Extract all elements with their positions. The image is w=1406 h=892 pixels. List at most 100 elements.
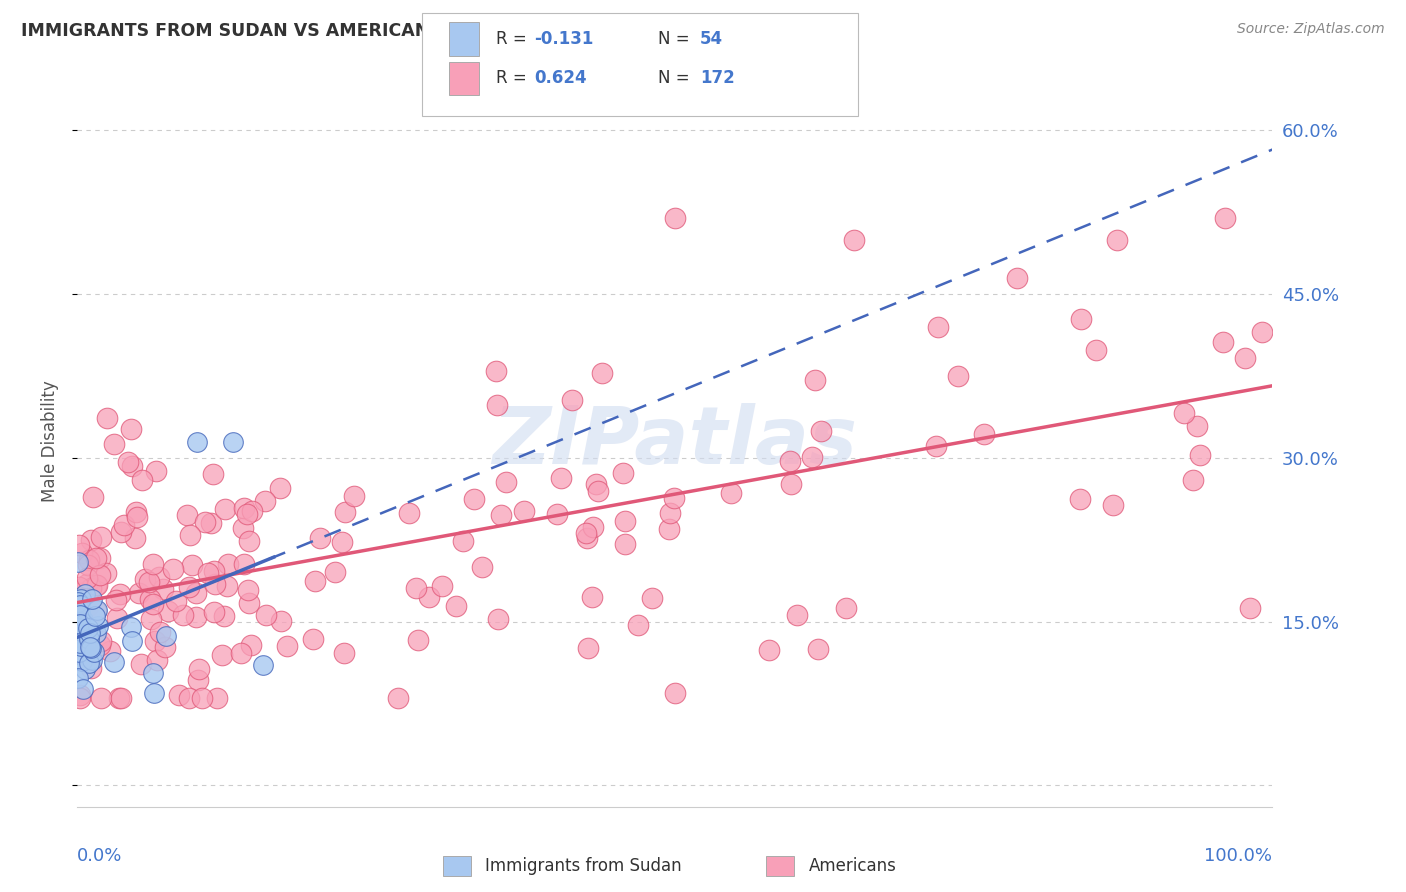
Point	[148, 570, 170, 584]
Point	[80, 653, 103, 667]
Point	[1213, 211, 1236, 225]
Point	[103, 655, 125, 669]
Point	[69, 691, 91, 706]
Point	[658, 522, 681, 536]
Point	[69, 633, 91, 648]
Point	[664, 211, 686, 225]
Point	[612, 466, 634, 480]
Point	[973, 427, 995, 442]
Point	[86, 578, 108, 592]
Point	[152, 582, 174, 596]
Point	[69, 616, 91, 631]
Point	[73, 616, 96, 631]
Point	[758, 642, 780, 657]
Point	[96, 566, 118, 580]
Point	[79, 640, 101, 654]
Point	[484, 363, 508, 377]
Point	[418, 590, 440, 604]
Point	[335, 505, 357, 519]
Point	[72, 615, 94, 630]
Point	[204, 576, 226, 591]
Point	[108, 587, 131, 601]
Point	[614, 537, 637, 551]
Point	[177, 691, 200, 706]
Point	[124, 531, 146, 545]
Point	[117, 455, 139, 469]
Point	[177, 580, 200, 594]
Point	[1173, 405, 1195, 419]
Point	[186, 434, 208, 449]
Point	[406, 633, 429, 648]
Point	[444, 599, 467, 613]
Point	[342, 489, 364, 503]
Point	[463, 491, 485, 506]
Point	[143, 633, 166, 648]
Point	[67, 615, 90, 630]
Point	[1250, 325, 1272, 339]
Point	[131, 473, 153, 487]
Text: ZIPatlas: ZIPatlas	[492, 402, 858, 481]
Point	[591, 366, 613, 380]
Point	[105, 611, 128, 625]
Point	[67, 621, 90, 635]
Point	[76, 599, 98, 613]
Point	[66, 630, 89, 644]
Point	[67, 636, 90, 650]
Point	[69, 622, 91, 636]
Point	[205, 691, 228, 706]
Point	[69, 624, 91, 638]
Text: 100.0%: 100.0%	[1205, 847, 1272, 865]
Y-axis label: Male Disability: Male Disability	[41, 381, 59, 502]
Point	[145, 464, 167, 478]
Point	[664, 685, 686, 699]
Point	[641, 591, 664, 605]
Point	[233, 557, 256, 571]
Text: Immigrants from Sudan: Immigrants from Sudan	[485, 857, 682, 875]
Text: Americans: Americans	[808, 857, 897, 875]
Point	[202, 605, 225, 619]
Point	[167, 688, 190, 702]
Point	[786, 607, 808, 622]
Point	[79, 648, 101, 662]
Point	[69, 599, 91, 613]
Point	[256, 607, 278, 622]
Point	[84, 626, 107, 640]
Point	[112, 518, 135, 533]
Point	[139, 612, 162, 626]
Point	[471, 560, 494, 574]
Point	[67, 591, 90, 606]
Point	[98, 644, 121, 658]
Point	[67, 645, 90, 659]
Point	[1084, 343, 1107, 357]
Point	[172, 607, 194, 622]
Point	[153, 640, 176, 654]
Point	[269, 481, 291, 495]
Text: IMMIGRANTS FROM SUDAN VS AMERICAN MALE DISABILITY CORRELATION CHART: IMMIGRANTS FROM SUDAN VS AMERICAN MALE D…	[21, 22, 818, 40]
Point	[810, 424, 832, 438]
Text: 172: 172	[700, 70, 735, 87]
Point	[309, 531, 332, 545]
Point	[586, 484, 609, 499]
Point	[80, 592, 103, 607]
Point	[70, 615, 93, 630]
Point	[575, 526, 598, 541]
Text: -0.131: -0.131	[534, 30, 593, 48]
Text: N =: N =	[658, 30, 695, 48]
Point	[67, 595, 90, 609]
Point	[582, 520, 605, 534]
Point	[240, 503, 263, 517]
Point	[627, 618, 650, 632]
Point	[120, 422, 142, 436]
Point	[66, 671, 89, 685]
Text: R =: R =	[496, 70, 533, 87]
Point	[96, 410, 118, 425]
Point	[79, 581, 101, 595]
Point	[1107, 233, 1129, 247]
Point	[84, 604, 107, 618]
Point	[157, 603, 180, 617]
Point	[301, 632, 323, 647]
Point	[217, 579, 239, 593]
Point	[184, 610, 207, 624]
Point	[1102, 498, 1125, 512]
Point	[79, 661, 101, 675]
